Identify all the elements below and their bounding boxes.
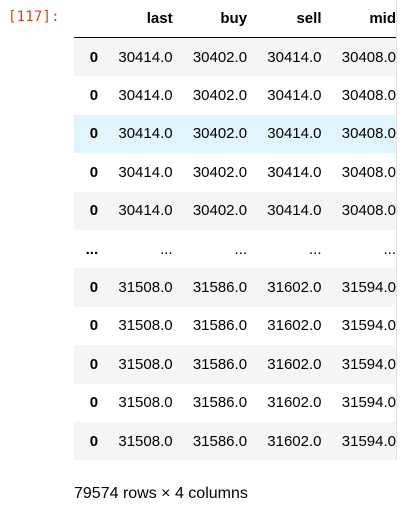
cell-sell: 31602.0 [267, 279, 322, 297]
row-index: 0 [89, 394, 99, 412]
table-row: 0 31508.0 31586.0 31602.0 31594.0 [74, 421, 396, 461]
cell-last: ... [160, 240, 173, 258]
cell-last: 30414.0 [118, 202, 173, 220]
row-index: 0 [89, 355, 99, 373]
row-index: ... [85, 240, 99, 258]
cell-buy: 30402.0 [192, 163, 248, 181]
output-scroll-edge [396, 0, 397, 460]
cell-buy: ... [234, 240, 248, 258]
table-row: 0 31508.0 31586.0 31602.0 31594.0 [74, 383, 396, 422]
cell-last: 30414.0 [118, 48, 173, 66]
cell-mid: 31594.0 [341, 432, 396, 450]
cell-last: 31508.0 [118, 279, 173, 297]
row-index: 0 [89, 202, 99, 220]
cell-buy: 31586.0 [192, 279, 248, 297]
cell-sell: 31602.0 [267, 317, 322, 335]
cell-sell: 30414.0 [267, 87, 322, 105]
cell-buy: 30402.0 [192, 125, 248, 143]
cell-last: 30414.0 [118, 125, 173, 143]
dataframe-shape: 79574 rows × 4 columns [74, 485, 248, 502]
cell-prompt: [117]: [8, 9, 60, 25]
index-header [74, 0, 99, 38]
cell-last: 31508.0 [118, 317, 173, 335]
cell-last: 30414.0 [118, 87, 173, 105]
table-row: 0 30414.0 30402.0 30414.0 30408.0 [74, 153, 396, 192]
cell-buy: 30402.0 [192, 48, 248, 66]
column-header-mid: mid [321, 0, 396, 38]
cell-sell: 31602.0 [267, 355, 322, 373]
row-index: 0 [89, 317, 99, 335]
cell-buy: 30402.0 [192, 87, 248, 105]
table-row: 0 30414.0 30402.0 30414.0 30408.0 [74, 76, 396, 115]
cell-mid: 31594.0 [341, 279, 396, 297]
cell-mid: 31594.0 [341, 355, 396, 373]
column-header-buy: buy [172, 0, 248, 38]
cell-sell: 30414.0 [267, 125, 322, 143]
header-row: last buy sell mid [74, 0, 396, 38]
dataframe-table: last buy sell mid 0 30414.0 30402.0 30414.0… [74, 0, 396, 461]
cell-mid: 30408.0 [341, 202, 396, 220]
row-index: 0 [89, 279, 99, 297]
cell-mid: 30408.0 [341, 125, 396, 143]
column-header-last: last [98, 0, 173, 38]
cell-sell: 30414.0 [267, 163, 322, 181]
cell-mid: 31594.0 [341, 394, 396, 412]
cell-mid: 30408.0 [341, 163, 396, 181]
cell-sell: 30414.0 [267, 48, 322, 66]
cell-sell: 30414.0 [267, 202, 322, 220]
cell-output: last buy sell mid 0 30414.0 30402.0 30414.0… [74, 0, 404, 461]
cell-buy: 31586.0 [192, 394, 248, 412]
cell-last: 31508.0 [118, 394, 173, 412]
table-row: 0 30414.0 30402.0 30414.0 30408.0 [74, 37, 396, 77]
column-header-sell: sell [247, 0, 322, 38]
dataframe-body: 0 30414.0 30402.0 30414.0 30408.0 0 30414.0 304… [74, 37, 396, 461]
cell-sell: 31602.0 [267, 394, 322, 412]
row-index: 0 [89, 125, 99, 143]
table-row: 0 30414.0 30402.0 30414.0 30408.0 [74, 114, 396, 154]
cell-buy: 31586.0 [192, 355, 248, 373]
row-index: 0 [89, 432, 99, 450]
table-row: 0 31508.0 31586.0 31602.0 31594.0 [74, 268, 396, 307]
cell-sell: 31602.0 [267, 432, 322, 450]
table-row: 0 31508.0 31586.0 31602.0 31594.0 [74, 345, 396, 384]
cell-last: 30414.0 [118, 163, 173, 181]
cell-buy: 30402.0 [192, 202, 248, 220]
table-row: ............... [74, 229, 396, 269]
row-index: 0 [89, 48, 99, 66]
cell-buy: 31586.0 [192, 432, 248, 450]
table-row: 0 30414.0 30402.0 30414.0 30408.0 [74, 191, 396, 230]
row-index: 0 [89, 87, 99, 105]
table-row: 0 31508.0 31586.0 31602.0 31594.0 [74, 306, 396, 346]
cell-last: 31508.0 [118, 432, 173, 450]
cell-buy: 31586.0 [192, 317, 248, 335]
cell-last: 31508.0 [118, 355, 173, 373]
cell-mid: 30408.0 [341, 48, 396, 66]
cell-mid: 30408.0 [341, 87, 396, 105]
cell-sell: ... [308, 240, 322, 258]
row-index: 0 [89, 163, 99, 181]
cell-mid: 31594.0 [341, 317, 396, 335]
cell-mid: ... [383, 240, 396, 258]
